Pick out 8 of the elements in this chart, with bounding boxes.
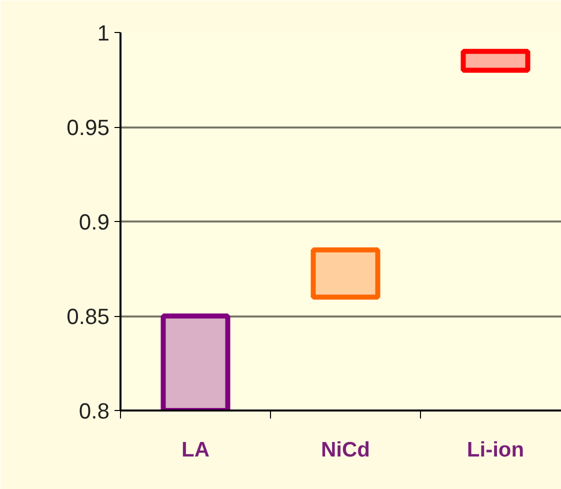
x-tick-label: LA [182, 438, 210, 462]
x-tick-label: NiCd [321, 438, 370, 462]
y-tick-label: 1 [97, 20, 110, 46]
x-tick-label: Li-ion [466, 438, 524, 462]
y-tick-label: 0.9 [78, 210, 110, 234]
y-tick-label: 0.8 [78, 398, 110, 424]
y-tick-label: 0.85 [66, 304, 110, 329]
y-tick-label: 0.95 [66, 115, 110, 140]
